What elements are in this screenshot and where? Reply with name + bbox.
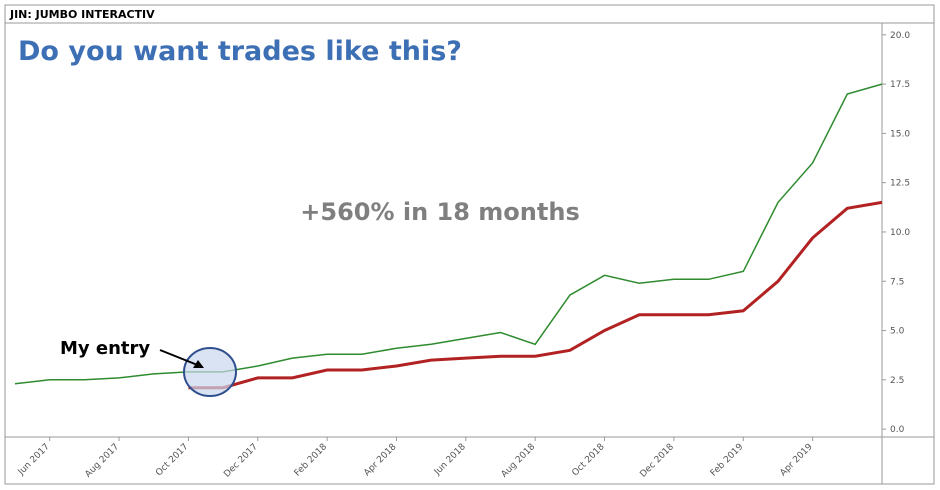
y-tick-label: 12.5 — [890, 179, 910, 189]
y-tick-label: 15.0 — [890, 129, 910, 139]
y-tick-label: 5.0 — [890, 327, 905, 337]
chart-title: JIN: JUMBO INTERACTIV — [9, 8, 155, 21]
entry-circle — [183, 347, 237, 397]
entry-arrow — [159, 349, 201, 367]
y-tick-label: 7.5 — [890, 277, 904, 287]
series-line — [188, 200, 883, 390]
chart-frame — [4, 4, 935, 485]
entry-note: My entry — [60, 338, 150, 359]
header-bar — [4, 4, 935, 24]
y-tick-label: 2.5 — [890, 376, 904, 386]
y-tick-label: 17.5 — [890, 80, 910, 90]
plot — [14, 83, 883, 390]
gain-note: +560% in 18 months — [300, 198, 579, 226]
y-tick-label: 20.0 — [890, 31, 910, 41]
series-line — [14, 83, 883, 385]
y-tick-label: 0.0 — [890, 425, 905, 435]
y-tick-label: 10.0 — [890, 228, 910, 238]
headline: Do you want trades like this? — [18, 36, 462, 67]
entry-arrowhead — [193, 360, 204, 368]
